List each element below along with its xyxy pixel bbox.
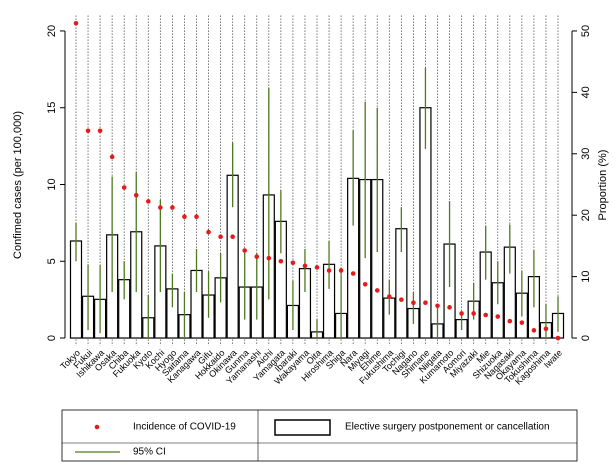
point [158,205,163,210]
point [109,154,115,160]
point [459,311,464,316]
point [543,326,549,332]
point [194,214,199,220]
point [423,300,428,306]
point [411,300,416,306]
point [278,258,284,264]
y2-tick-label: 0 [580,335,592,341]
point [326,268,332,273]
point [471,311,476,316]
point [73,20,79,26]
point [242,248,247,253]
point [170,205,175,210]
point [266,255,272,261]
point [133,192,139,198]
point [362,281,368,287]
y2-tick-label: 40 [580,86,592,98]
legend-label: Incidence of COVID-19 [133,422,236,433]
point [302,263,308,269]
y-tick-label: 0 [46,335,58,341]
point [338,268,344,273]
legend-box [61,409,578,462]
point [290,260,296,266]
point [387,294,392,299]
y2-tick-label: 30 [580,148,592,160]
y2-tick-label: 50 [580,25,592,37]
y2-tick-label: 20 [580,209,592,221]
point [350,271,356,276]
point [399,297,404,302]
point [97,128,103,134]
point [182,214,187,220]
legend-label: 95% CI [133,447,166,458]
y-tick-label: 20 [46,25,58,37]
y2-axis-title: Proportion (%) [597,150,609,221]
y-axis-title: Confimed cases (per 100,000) [12,111,24,259]
point [121,185,127,190]
legend-marker [94,424,100,430]
legend-label: Elective surgery postponement or cancell… [345,422,550,433]
point [495,314,501,319]
y-tick-label: 5 [46,258,58,264]
point [374,288,380,293]
point [230,234,235,239]
point [85,128,91,134]
legend-marker [274,419,331,436]
point [435,303,440,309]
y2-tick-label: 10 [580,270,592,282]
point [314,265,320,270]
point [206,229,211,235]
point [483,312,489,318]
point [519,320,525,325]
point [218,234,223,239]
point [447,305,452,310]
point [531,328,537,333]
point [146,199,151,204]
y-tick-label: 15 [46,102,58,114]
point [555,335,561,341]
point [254,254,260,259]
point [507,318,513,324]
y-tick-label: 10 [46,178,58,190]
